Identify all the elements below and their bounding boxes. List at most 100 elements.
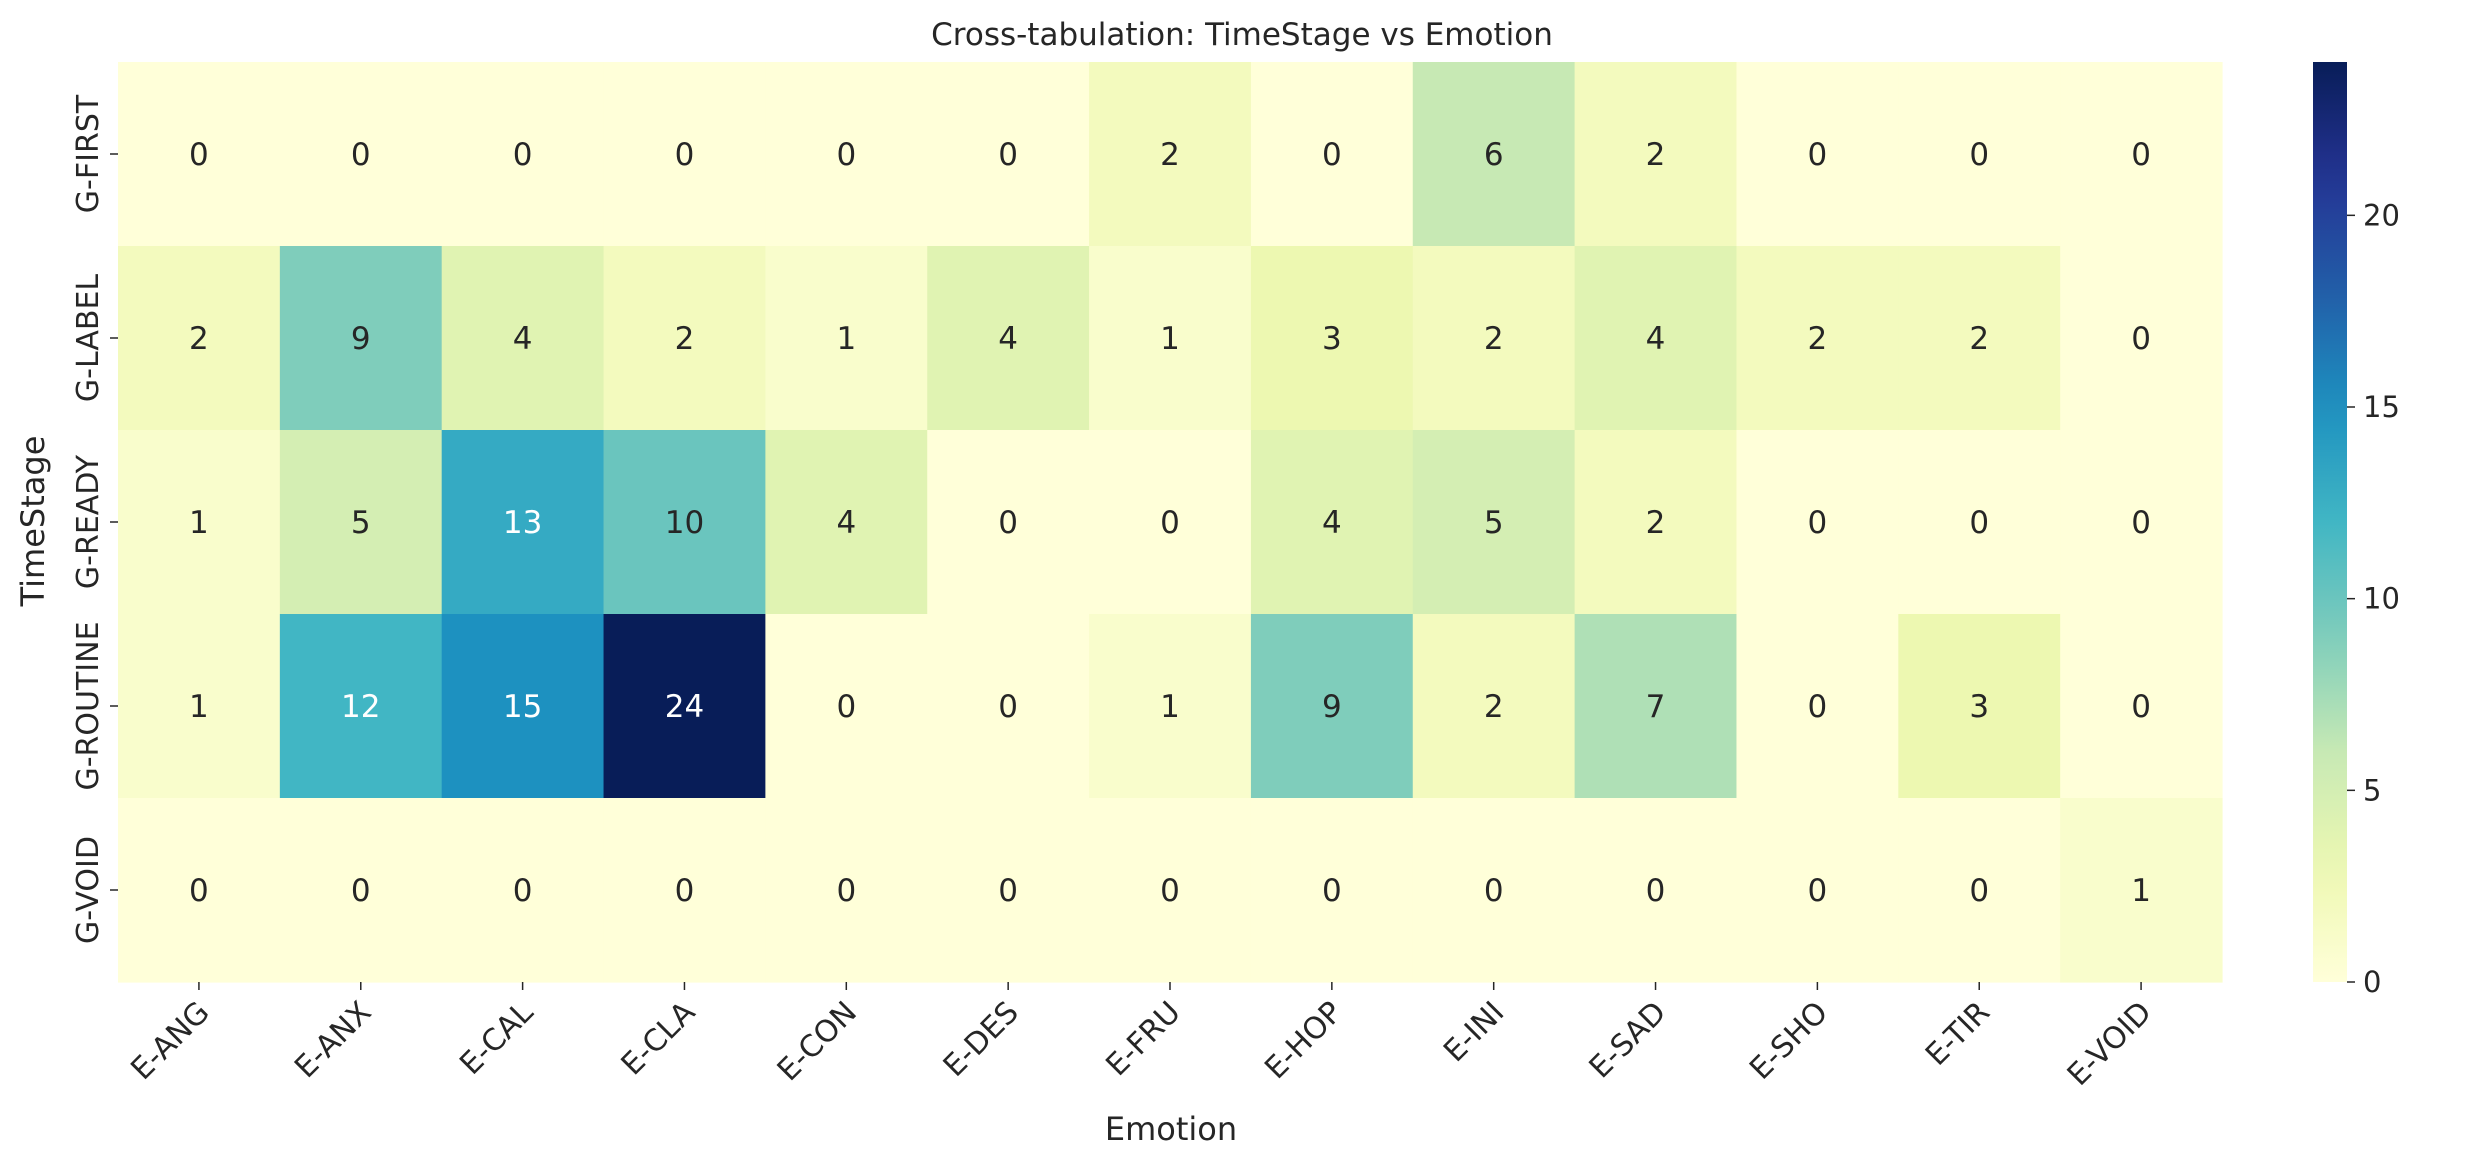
cell-value-label: 1 (1160, 689, 1180, 725)
cell-value-label: 0 (836, 137, 856, 173)
cell-value-label: 4 (513, 321, 533, 357)
heatmap-cell (1089, 246, 1252, 431)
cell-value-label: 3 (1322, 321, 1342, 357)
cell-value-label: 0 (675, 137, 695, 173)
heatmap-cell (1250, 614, 1414, 799)
cell-value-label: 0 (1484, 873, 1504, 909)
cell-value-label: 0 (2131, 689, 2151, 725)
cell-value-label: 0 (1322, 137, 1342, 173)
colorbar-gradient (2313, 62, 2347, 982)
heatmap-cell (603, 798, 766, 983)
heatmap-cell (1898, 430, 2061, 615)
heatmap-cell (765, 62, 928, 247)
y-tick-label: G-READY (71, 454, 106, 589)
cell-value-label: 0 (1808, 873, 1828, 909)
heatmap-cell (441, 62, 605, 247)
cell-value-label: 6 (1484, 137, 1504, 173)
heatmap-cell (2060, 62, 2223, 247)
cell-value-label: 0 (998, 873, 1018, 909)
cell-value-label: 3 (1969, 689, 1989, 725)
colorbar-tick-label: 10 (2363, 582, 2400, 616)
heatmap-cell (927, 62, 1090, 247)
heatmap-cell (118, 62, 281, 247)
cell-value-label: 10 (665, 505, 704, 541)
cell-value-label: 2 (1808, 321, 1828, 357)
heatmap-cell (927, 430, 1090, 615)
heatmap-cell (765, 246, 928, 431)
heatmap-cell (1412, 614, 1576, 799)
cell-value-label: 9 (351, 321, 371, 357)
colorbar-tick-label: 0 (2363, 965, 2381, 999)
cell-value-label: 5 (1484, 505, 1504, 541)
cell-value-label: 0 (675, 873, 695, 909)
cell-value-label: 0 (2131, 137, 2151, 173)
heatmap-cell (1250, 798, 1414, 983)
x-tick-label: E-CON (771, 995, 864, 1088)
cell-value-label: 2 (675, 321, 695, 357)
heatmap-cell (118, 430, 281, 615)
heatmap-cell (1412, 798, 1576, 983)
x-tick-label: E-DES (937, 995, 1026, 1084)
cell-value-label: 1 (189, 689, 209, 725)
cell-value-label: 0 (1646, 873, 1666, 909)
cell-value-label: 2 (189, 321, 209, 357)
x-tick-label: E-SHO (1743, 995, 1835, 1087)
cell-value-label: 0 (189, 873, 209, 909)
cell-value-label: 15 (503, 689, 542, 725)
y-tick-label: G-ROUTINE (71, 621, 106, 790)
cell-value-label: 2 (1160, 137, 1180, 173)
heatmap-cell (2060, 614, 2223, 799)
heatmap-cell (927, 798, 1090, 983)
heatmap-cell (1736, 430, 1899, 615)
cell-value-label: 13 (503, 505, 542, 541)
y-axis-ticks: G-FIRST G-LABEL G-READY G-ROUTINE G-VOID (71, 94, 118, 944)
x-tick-label: E-CAL (453, 995, 540, 1082)
heatmap-cell (1412, 430, 1576, 615)
x-tick-label: E-CLA (615, 995, 703, 1083)
heatmap-cell (765, 430, 928, 615)
heatmap-cells (118, 62, 2223, 983)
y-tick-label: G-FIRST (71, 94, 106, 213)
heatmap-cell (2060, 246, 2223, 431)
heatmap-cell (1412, 62, 1576, 247)
y-tick-label: G-VOID (71, 836, 106, 944)
heatmap-cell (1574, 614, 1738, 799)
cell-value-label: 0 (998, 137, 1018, 173)
cell-value-label: 9 (1322, 689, 1342, 725)
cell-value-label: 0 (1160, 873, 1180, 909)
x-tick-label: E-ANX (288, 995, 378, 1085)
heatmap-cell (1412, 246, 1576, 431)
cell-value-label: 0 (1969, 137, 1989, 173)
x-axis-label: Emotion (1105, 1110, 1237, 1148)
heatmap-cell (927, 246, 1090, 431)
heatmap-cell (765, 798, 928, 983)
heatmap-cell (1250, 430, 1414, 615)
heatmap-cell (1898, 246, 2061, 431)
cell-value-label: 1 (1160, 321, 1180, 357)
heatmap-cell (1574, 62, 1738, 247)
heatmap-cell (1898, 614, 2061, 799)
cell-value-label: 0 (2131, 321, 2151, 357)
cell-value-label: 4 (1646, 321, 1666, 357)
cell-value-label: 5 (351, 505, 371, 541)
heatmap-cell (1250, 246, 1414, 431)
heatmap-cell (1736, 614, 1899, 799)
heatmap-cell (441, 798, 605, 983)
cell-value-label: 0 (836, 873, 856, 909)
heatmap-cell (1574, 430, 1738, 615)
cell-value-label: 1 (836, 321, 856, 357)
heatmap-cell (2060, 798, 2223, 983)
cell-value-label: 0 (836, 689, 856, 725)
cell-value-label: 0 (998, 689, 1018, 725)
heatmap-cell (765, 614, 928, 799)
heatmap-cell (1089, 62, 1252, 247)
heatmap-cell (603, 430, 766, 615)
cell-value-label: 0 (513, 873, 533, 909)
heatmap-cell (279, 798, 443, 983)
x-tick-label: E-HOP (1258, 995, 1349, 1086)
heatmap-cell (118, 614, 281, 799)
cell-value-label: 12 (341, 689, 380, 725)
cell-value-label: 0 (1808, 137, 1828, 173)
heatmap-cell (1898, 62, 2061, 247)
heatmap-cell (2060, 430, 2223, 615)
